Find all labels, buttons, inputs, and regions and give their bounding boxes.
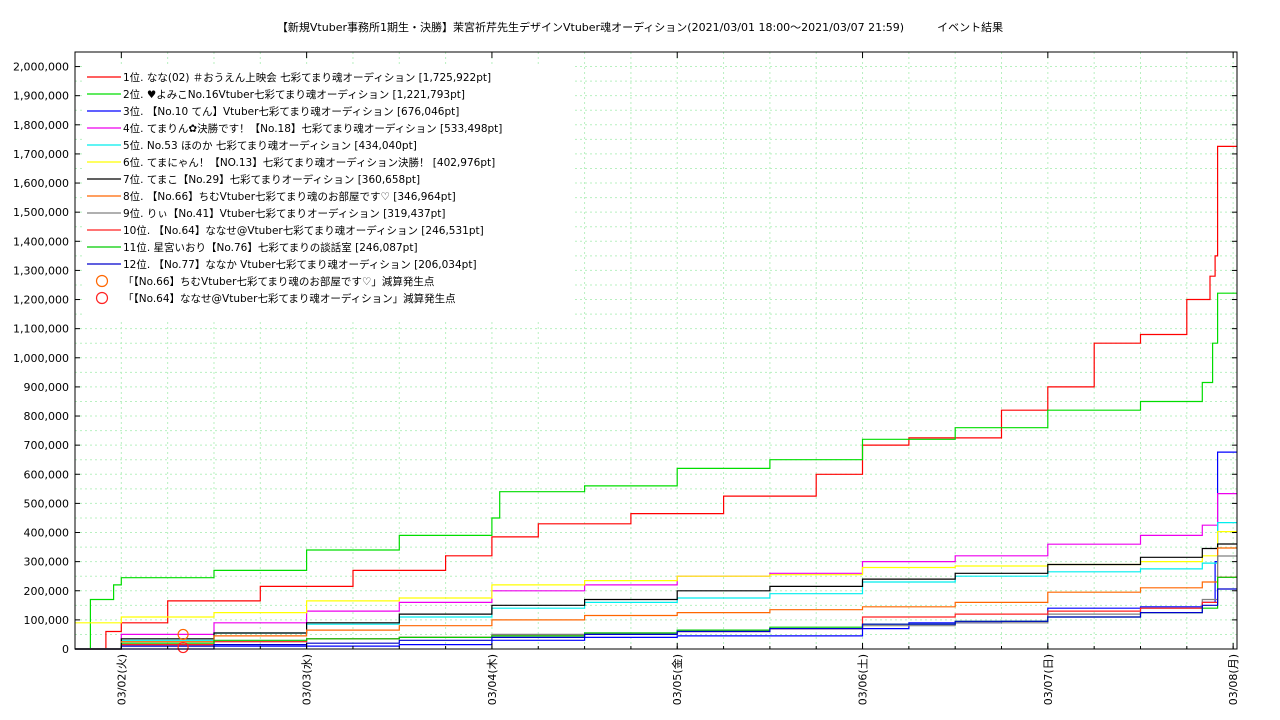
series-line-12 — [75, 588, 1237, 650]
legend-label: 3位. 【No.10 てん】Vtuber七彩てまり魂オーディション [676,0… — [123, 105, 459, 118]
legend-marker — [95, 291, 109, 305]
legend-label: 6位. てまにゃん！【NO.13】七彩てまり魂オーディション決勝！ [402,9… — [123, 156, 495, 169]
y-tick-label: 1,900,000 — [13, 90, 69, 103]
markers — [177, 628, 189, 654]
legend: 1位. なな(02) ＃おうえん上映会 七彩てまり魂オーディション [1,725… — [83, 64, 573, 322]
grid — [75, 52, 1237, 649]
y-tick-label: 100,000 — [24, 614, 70, 627]
legend-label: 1位. なな(02) ＃おうえん上映会 七彩てまり魂オーディション [1,725… — [123, 71, 491, 84]
y-tick-label: 500,000 — [24, 497, 70, 510]
y-tick-label: 1,200,000 — [13, 294, 69, 307]
chart-title: 【新規Vtuber事務所1期生・決勝】茉宮祈芹先生デザインVtuber魂オーディ… — [276, 21, 1004, 34]
x-axis: 03/02(火) 03/03(水) 03/04(木) 03/05(金) 03/06(土)… — [115, 52, 1240, 705]
legend-label: 7位. てまこ【No.29】七彩てまりオーディション [360,658pt] — [123, 173, 420, 186]
y-tick-label: 1,100,000 — [13, 323, 69, 336]
y-tick-label: 1,600,000 — [13, 177, 69, 190]
marker-point-2 — [177, 641, 189, 654]
legend-label: 「【No.64】ななせ@Vtuber七彩てまり魂オーディション」減算発生点 — [123, 292, 456, 305]
series-line-7 — [75, 543, 1237, 650]
series-line-8 — [75, 547, 1237, 650]
y-tick-label: 1,500,000 — [13, 206, 69, 219]
y-tick-label: 800,000 — [24, 410, 70, 423]
y-tick-label: 200,000 — [24, 585, 70, 598]
y-tick-label: 1,700,000 — [13, 148, 69, 161]
series-line-1 — [75, 145, 1237, 650]
y-tick-label: 1,400,000 — [13, 235, 69, 248]
y-tick-label: 300,000 — [24, 556, 70, 569]
y-tick-label: 1,300,000 — [13, 264, 69, 277]
y-tick-label: 700,000 — [24, 439, 70, 452]
legend-label: 9位. りぃ【No.41】Vtuber七彩てまりオーディション [319,437… — [123, 207, 446, 220]
y-tick-label: 0 — [62, 643, 69, 656]
y-tick-label: 1,000,000 — [13, 352, 69, 365]
series-lines — [75, 145, 1237, 650]
legend-label: 5位. No.53 ほのか 七彩てまり魂オーディション [434,040pt] — [123, 139, 417, 152]
y-tick-label: 2,000,000 — [13, 61, 69, 74]
legend-box — [83, 64, 573, 322]
x-tick-label: 03/07(日) — [1042, 654, 1055, 705]
y-tick-label: 900,000 — [24, 381, 70, 394]
x-tick-label: 03/08(月) — [1227, 654, 1240, 705]
legend-label: 11位. 星宮いおり【No.76】七彩てまりの談話室 [246,087pt] — [123, 241, 418, 254]
legend-label: 2位. ♥よみこNo.16Vtuber七彩てまり魂オーディション [1,221,… — [123, 88, 465, 101]
y-tick-label: 400,000 — [24, 527, 70, 540]
legend-label: 10位. 【No.64】ななせ@Vtuber七彩てまり魂オーディション [246… — [123, 224, 484, 237]
y-axis: 0 100,000 200,000 300,000 400,000 500,000 600,… — [13, 61, 1237, 656]
series-line-2 — [75, 292, 1237, 650]
x-tick-label: 03/03(水) — [301, 654, 314, 705]
legend-label: 8位. 【No.66】ちむVtuber七彩てまり魂のお部屋です♡ [346,96… — [123, 190, 456, 203]
y-tick-label: 600,000 — [24, 468, 70, 481]
x-tick-label: 03/06(土) — [857, 654, 870, 705]
series-line-6 — [75, 531, 1237, 624]
x-tick-label: 03/05(金) — [670, 654, 684, 705]
x-tick-label: 03/02(火) — [115, 654, 128, 705]
legend-label: 4位. てまりん✿決勝です！【No.18】七彩てまり魂オーディション [533,… — [123, 122, 502, 135]
marker-point-1 — [177, 628, 189, 641]
legend-label: 12位. 【No.77】ななか Vtuber七彩てまり魂オーディション [206… — [123, 258, 477, 271]
x-tick-label: 03/04(木) — [486, 654, 499, 705]
legend-marker — [95, 274, 109, 288]
series-line-5 — [75, 522, 1237, 650]
y-tick-label: 1,800,000 — [13, 119, 69, 132]
legend-label: 「【No.66】ちむVtuber七彩てまり魂のお部屋です♡」減算発生点 — [123, 275, 434, 288]
plot-frame — [74, 51, 1238, 650]
